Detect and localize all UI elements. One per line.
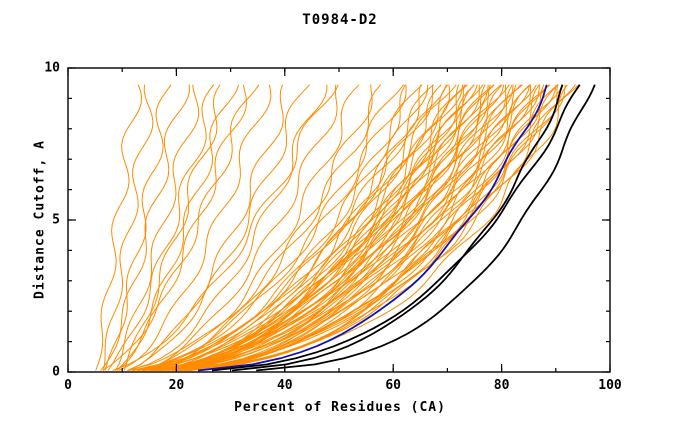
prediction-curve <box>95 84 143 371</box>
prediction-curve <box>138 84 484 371</box>
prediction-curve <box>131 84 404 371</box>
prediction-curve <box>118 84 272 371</box>
prediction-curve <box>158 84 517 371</box>
prediction-curve <box>144 84 475 371</box>
x-tick-label: 40 <box>276 378 293 393</box>
curves-layer <box>95 84 596 372</box>
prediction-curve <box>173 84 564 371</box>
prediction-curve <box>103 84 154 371</box>
prediction-curve <box>104 84 172 371</box>
x-tick-label: 100 <box>598 378 622 393</box>
prediction-curve <box>116 84 248 371</box>
prediction-curve <box>152 84 503 371</box>
y-tick-label: 10 <box>44 60 60 76</box>
prediction-curve <box>100 84 191 371</box>
prediction-curve <box>188 84 557 371</box>
prediction-curve <box>178 84 559 371</box>
prediction-curve <box>176 84 486 371</box>
prediction-curve <box>189 84 580 371</box>
x-tick-label: 80 <box>493 378 510 393</box>
y-tick-label: 0 <box>52 364 60 380</box>
best-model-curve-blue <box>197 84 548 372</box>
prediction-curve <box>150 84 373 371</box>
prediction-curve <box>133 84 435 371</box>
prediction-curve <box>162 84 540 371</box>
prediction-curve <box>150 84 478 371</box>
x-axis-label: Percent of Residues (CA) <box>234 400 446 415</box>
x-tick-label: 20 <box>168 378 185 393</box>
chart-title: T0984-D2 <box>302 12 378 28</box>
prediction-curve <box>170 84 522 371</box>
y-tick-label: 5 <box>52 212 60 228</box>
prediction-curve <box>133 84 457 371</box>
prediction-curve <box>136 84 407 371</box>
prediction-curve <box>200 84 568 371</box>
prediction-curve <box>155 84 537 371</box>
prediction-curve <box>179 84 566 371</box>
prediction-curve <box>102 84 260 371</box>
prediction-curve <box>127 84 310 371</box>
prediction-curve <box>116 84 240 371</box>
x-tick-label: 60 <box>385 378 402 393</box>
x-tick-label: 0 <box>64 378 72 393</box>
prediction-curve <box>142 84 338 371</box>
best-model-curve-black <box>256 84 596 372</box>
prediction-curve <box>129 84 328 371</box>
best-model-curve-black <box>231 84 564 372</box>
prediction-curve <box>156 84 491 371</box>
prediction-curve <box>152 84 510 371</box>
prediction-curve <box>127 84 284 371</box>
prediction-curve <box>126 84 382 371</box>
prediction-curve <box>112 84 339 371</box>
prediction-curve <box>114 84 200 371</box>
y-axis-label: Distance Cutoff, A <box>32 140 48 299</box>
prediction-curve <box>142 84 434 371</box>
prediction-curve <box>190 84 550 371</box>
prediction-curve <box>145 84 449 371</box>
axis-ticks <box>67 67 611 373</box>
prediction-curve <box>152 84 523 371</box>
best-model-curve-black <box>211 84 581 372</box>
prediction-curve <box>153 84 489 371</box>
prediction-curve <box>159 84 551 371</box>
prediction-curve <box>154 84 514 371</box>
prediction-curve <box>107 84 215 371</box>
prediction-curve <box>142 84 495 371</box>
prediction-curve <box>123 84 221 371</box>
